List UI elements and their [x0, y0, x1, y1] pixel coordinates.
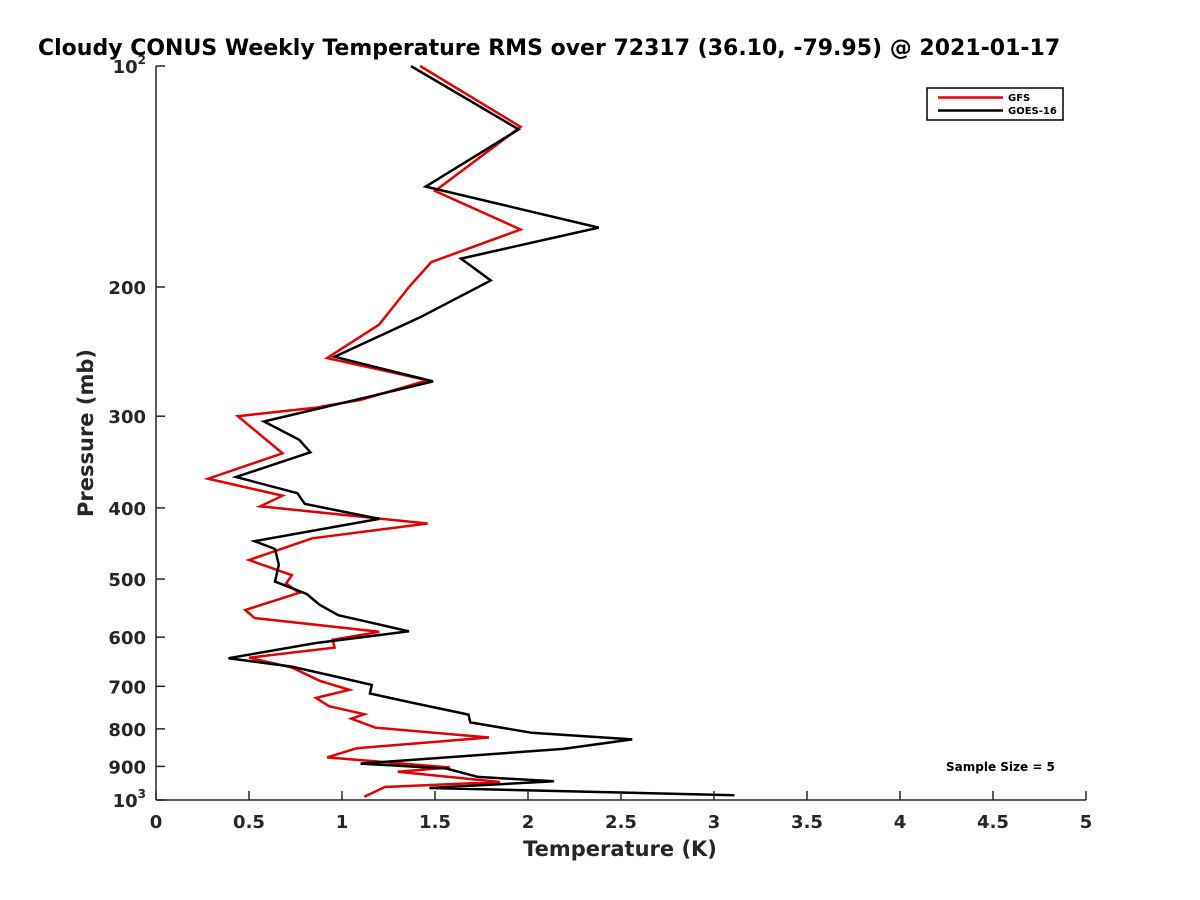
- y-tick-label: 300: [108, 407, 146, 428]
- x-tick-label: 4: [894, 812, 907, 833]
- series-layer: [203, 64, 735, 798]
- y-tick-label: 800: [108, 720, 146, 741]
- chart-title: Cloudy CONUS Weekly Temperature RMS over…: [38, 36, 1060, 61]
- x-axis-label: Temperature (K): [523, 837, 717, 861]
- y-tick-label: 102: [113, 53, 146, 78]
- x-tick-label: 3: [708, 812, 721, 833]
- y-tick-label: 700: [108, 677, 146, 698]
- x-tick-label: 3.5: [791, 812, 823, 833]
- y-tick-label: 103: [113, 787, 146, 812]
- y-tick-label: 400: [108, 499, 146, 520]
- x-tick-label: 2: [522, 812, 535, 833]
- axes-layer: 0 0.5 1 1.5 2 2.5 3 3.5 4 4.5 5 102 200 300 400 500 600 7…: [108, 53, 1092, 833]
- x-tick-label: 1.5: [419, 812, 451, 833]
- y-tick-label: 900: [108, 757, 146, 778]
- legend: GFS GOES-16: [926, 87, 1064, 121]
- y-axis-label: Pressure (mb): [74, 349, 98, 517]
- y-tick-label: 200: [108, 278, 146, 299]
- legend-label-gfs: GFS: [1008, 93, 1030, 104]
- x-tick-label: 5: [1080, 812, 1093, 833]
- x-tick-label: 0: [150, 812, 163, 833]
- y-tick-label: 500: [108, 570, 146, 591]
- legend-box: [926, 87, 1064, 121]
- series-line-goes16: [228, 64, 735, 797]
- series-line-gfs: [203, 64, 524, 798]
- x-tick-label: 2.5: [605, 812, 637, 833]
- legend-label-goes16: GOES-16: [1008, 106, 1057, 117]
- y-tick-label: 600: [108, 628, 146, 649]
- sample-size-annotation: Sample Size = 5: [946, 760, 1055, 774]
- x-tick-label: 1: [336, 812, 349, 833]
- x-tick-label: 4.5: [977, 812, 1009, 833]
- x-tick-label: 0.5: [233, 812, 265, 833]
